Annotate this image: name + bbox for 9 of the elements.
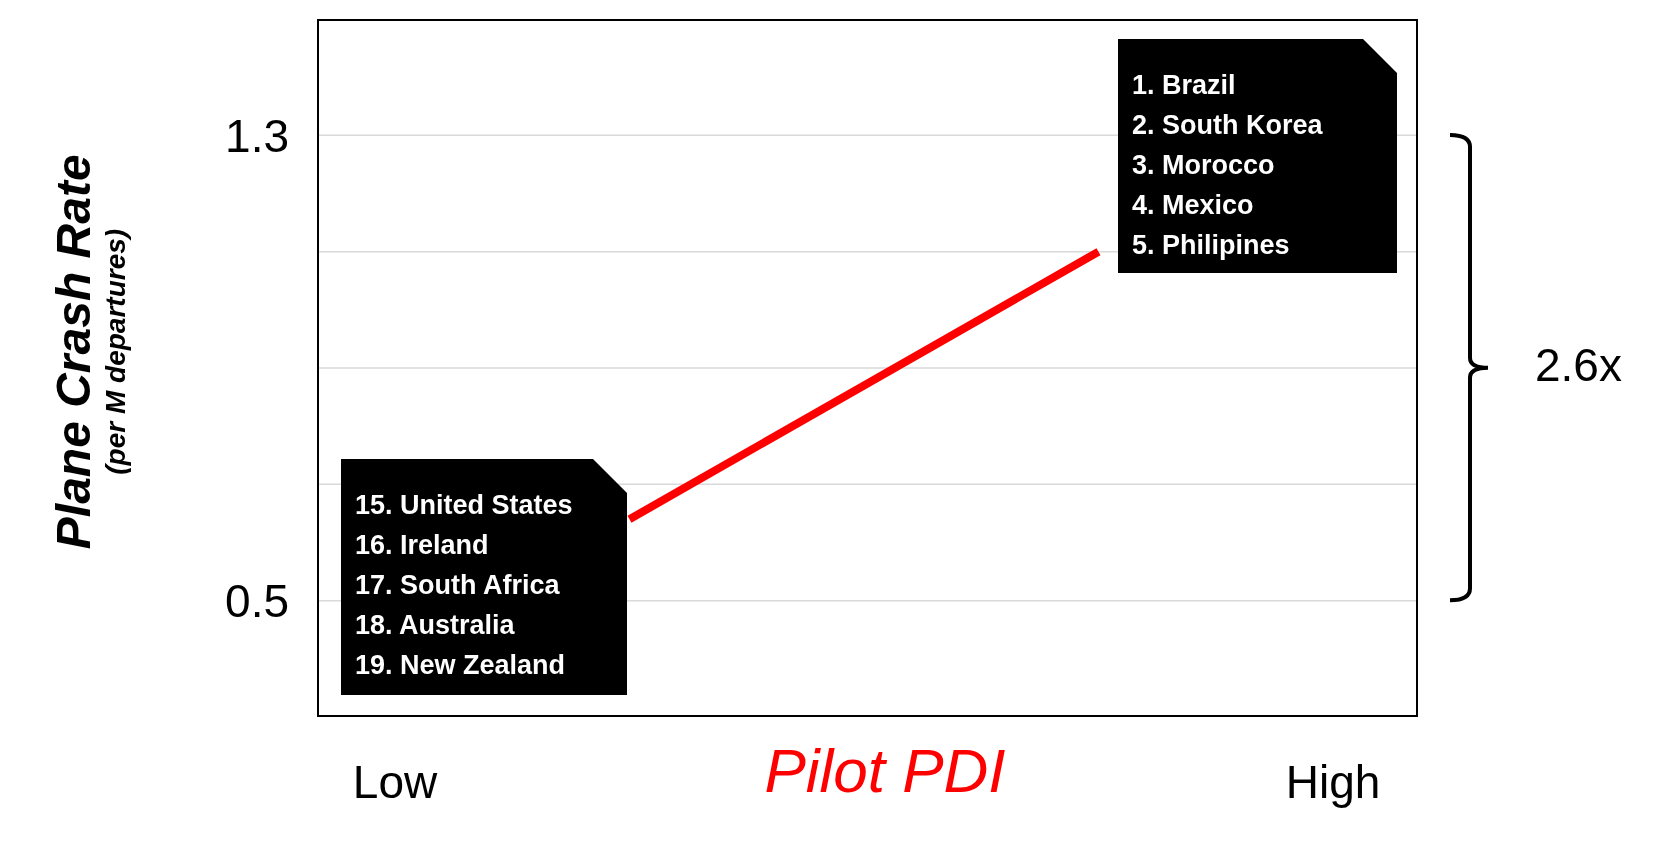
x-tick-label: Low [352, 755, 438, 808]
note-card: 15. United States 16. Ireland 17. South Africa 18. Australia 19. New Zealand [341, 459, 627, 695]
y-tick-label: 0.5 [225, 575, 289, 627]
y-tick-label: 1.3 [225, 109, 289, 162]
note-card: 1. Brazil 2. South Korea 3. Morocco 4. Mexico 5. Philipines [1118, 39, 1397, 273]
x-tick-label: High [1285, 755, 1381, 808]
text: 2.6x [1535, 338, 1622, 392]
y-axis-title: Plane Crash Rate (per M departures) [47, 153, 132, 552]
x-axis-title: Pilot PDI [763, 735, 1007, 806]
